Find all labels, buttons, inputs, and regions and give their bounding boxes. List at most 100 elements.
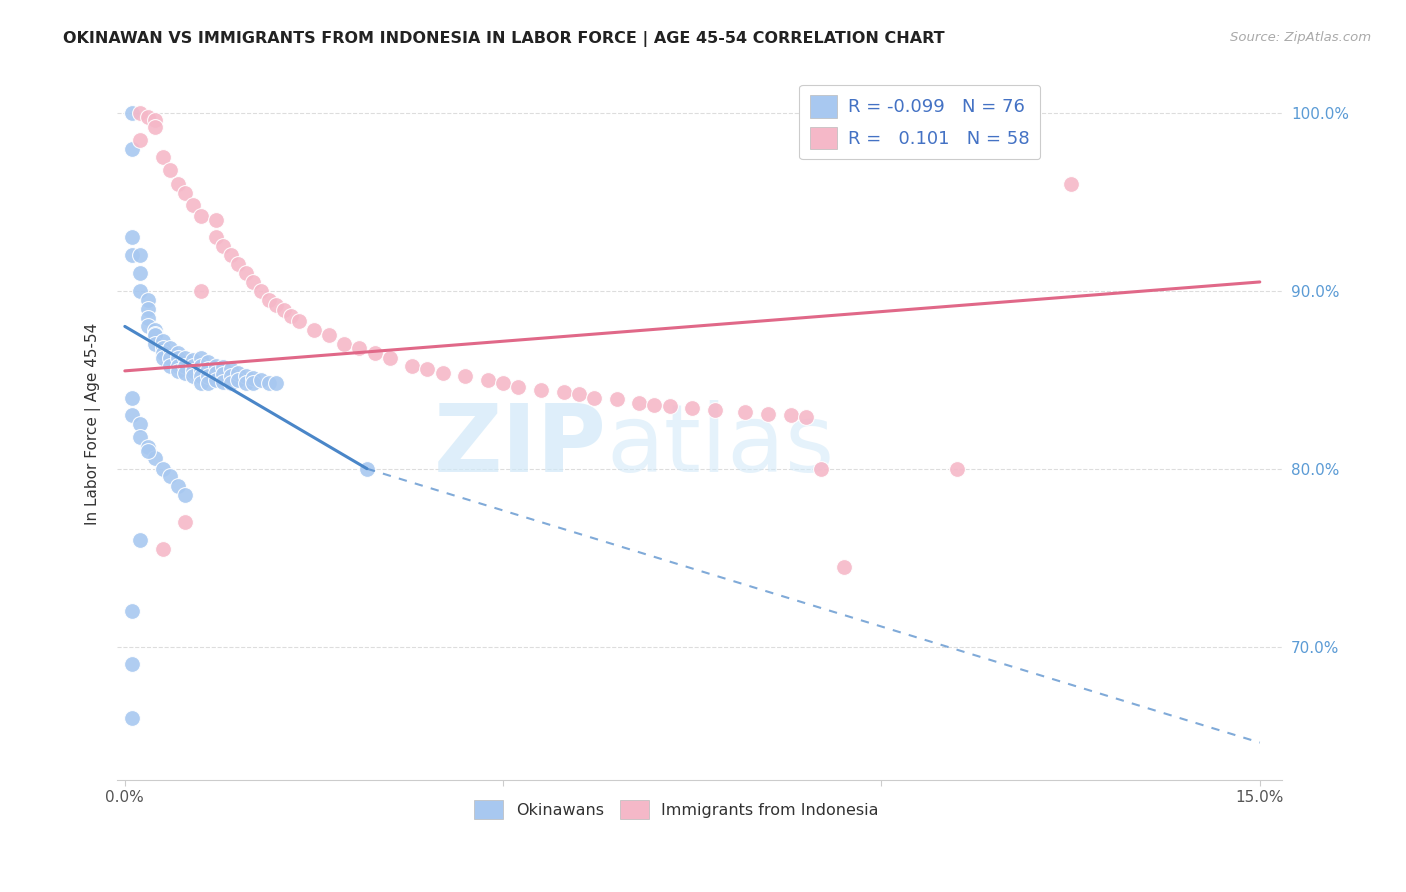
Point <box>568 387 591 401</box>
Point <box>378 351 401 366</box>
Point <box>190 376 212 391</box>
Point <box>159 468 181 483</box>
Point <box>152 341 174 355</box>
Point <box>190 369 212 384</box>
Point <box>121 409 143 423</box>
Point <box>204 373 226 387</box>
Point <box>197 362 219 376</box>
Point <box>643 398 665 412</box>
Point <box>219 376 242 391</box>
Point <box>280 309 302 323</box>
Point <box>159 341 181 355</box>
Point <box>204 359 226 373</box>
Point <box>152 351 174 366</box>
Text: OKINAWAN VS IMMIGRANTS FROM INDONESIA IN LABOR FORCE | AGE 45-54 CORRELATION CHA: OKINAWAN VS IMMIGRANTS FROM INDONESIA IN… <box>63 31 945 47</box>
Point <box>197 355 219 369</box>
Point <box>129 133 152 147</box>
Point <box>136 441 159 455</box>
Point <box>121 604 143 618</box>
Point <box>681 401 703 416</box>
Point <box>212 375 235 389</box>
Point <box>734 405 756 419</box>
Point <box>190 284 212 298</box>
Point <box>129 284 152 298</box>
Point <box>159 359 181 373</box>
Point <box>136 444 159 458</box>
Point <box>129 266 152 280</box>
Point <box>273 303 295 318</box>
Point <box>810 461 832 475</box>
Point <box>190 359 212 373</box>
Point <box>181 364 204 378</box>
Point <box>242 371 264 385</box>
Point <box>1059 177 1081 191</box>
Point <box>492 376 515 391</box>
Point <box>508 380 530 394</box>
Point <box>197 369 219 384</box>
Point <box>129 106 152 120</box>
Point <box>235 376 257 391</box>
Point <box>530 384 553 398</box>
Point <box>318 328 340 343</box>
Point <box>228 257 250 271</box>
Point <box>152 151 174 165</box>
Point <box>174 488 197 502</box>
Point <box>152 461 174 475</box>
Point <box>606 392 628 407</box>
Point <box>143 328 166 343</box>
Point <box>181 369 204 384</box>
Point <box>197 376 219 391</box>
Legend: Okinawans, Immigrants from Indonesia: Okinawans, Immigrants from Indonesia <box>468 794 886 825</box>
Point <box>212 360 235 375</box>
Point <box>242 275 264 289</box>
Point <box>257 376 280 391</box>
Point <box>454 369 477 384</box>
Point <box>129 248 152 262</box>
Point <box>432 366 454 380</box>
Point <box>219 248 242 262</box>
Point <box>794 410 817 425</box>
Point <box>832 559 855 574</box>
Point <box>235 266 257 280</box>
Point <box>356 461 378 475</box>
Point <box>181 359 204 373</box>
Point <box>129 417 152 432</box>
Point <box>143 113 166 128</box>
Point <box>946 461 969 475</box>
Point <box>136 319 159 334</box>
Point <box>174 366 197 380</box>
Point <box>204 366 226 380</box>
Point <box>204 212 226 227</box>
Point <box>159 351 181 366</box>
Point <box>288 314 311 328</box>
Point <box>143 450 166 465</box>
Point <box>204 230 226 244</box>
Point <box>401 359 423 373</box>
Text: ZIP: ZIP <box>434 400 606 491</box>
Point <box>121 657 143 672</box>
Point <box>250 373 273 387</box>
Point <box>582 391 605 405</box>
Point <box>143 120 166 135</box>
Point <box>242 376 264 391</box>
Point <box>121 391 143 405</box>
Point <box>136 293 159 307</box>
Point <box>166 177 188 191</box>
Point <box>264 376 287 391</box>
Y-axis label: In Labor Force | Age 45-54: In Labor Force | Age 45-54 <box>86 323 101 525</box>
Point <box>143 337 166 351</box>
Point <box>250 284 273 298</box>
Point <box>181 198 204 212</box>
Point <box>121 142 143 156</box>
Point <box>219 369 242 384</box>
Point <box>264 298 287 312</box>
Point <box>212 239 235 253</box>
Point <box>121 248 143 262</box>
Point <box>174 359 197 373</box>
Point <box>416 362 439 376</box>
Point <box>190 351 212 366</box>
Point <box>143 326 166 341</box>
Point <box>363 346 385 360</box>
Point <box>129 430 152 444</box>
Point <box>129 533 152 547</box>
